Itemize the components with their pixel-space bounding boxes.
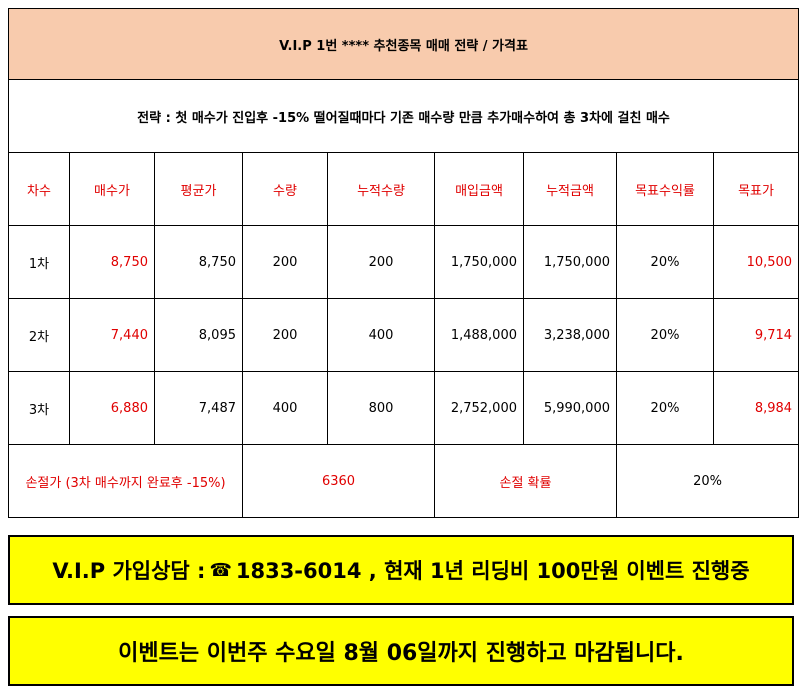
cell-target-rate: 20% bbox=[616, 371, 714, 445]
table-row: 3차 6,880 7,487 400 800 2,752,000 5,990,0… bbox=[8, 371, 800, 445]
stop-loss-row: 손절가 (3차 매수까지 완료후 -15%) 6360 손절 확률 20% bbox=[8, 444, 800, 518]
cell-avg-price: 8,750 bbox=[154, 225, 243, 299]
cell-stage: 3차 bbox=[8, 371, 70, 445]
cell-target-rate: 20% bbox=[616, 298, 714, 372]
header-avg-price: 평균가 bbox=[154, 152, 243, 226]
vip-contact-banner: V.I.P 가입상담 : ☎ 1833-6014 , 현재 1년 리딩비 100… bbox=[8, 535, 794, 605]
phone-icon: ☎ bbox=[209, 559, 232, 581]
cell-buy-price: 7,440 bbox=[69, 298, 155, 372]
cell-qty: 400 bbox=[242, 371, 328, 445]
event-deadline-banner: 이벤트는 이번주 수요일 8월 06일까지 진행하고 마감됩니다. bbox=[8, 616, 794, 686]
strategy-table: V.I.P 1번 **** 추천종목 매매 전략 / 가격표 전략 : 첫 매수… bbox=[7, 8, 800, 518]
stop-loss-value: 6360 bbox=[242, 444, 435, 518]
cell-stage: 1차 bbox=[8, 225, 70, 299]
header-target-price: 목표가 bbox=[712, 152, 800, 226]
cell-qty: 200 bbox=[242, 298, 328, 372]
cell-cum-amount: 3,238,000 bbox=[523, 298, 617, 372]
header-cum-amount: 누적금액 bbox=[523, 152, 617, 226]
cell-amount: 1,750,000 bbox=[434, 225, 524, 299]
page-title: V.I.P 1번 **** 추천종목 매매 전략 / 가격표 bbox=[7, 8, 800, 80]
cell-buy-price: 8,750 bbox=[69, 225, 155, 299]
cell-amount: 1,488,000 bbox=[434, 298, 524, 372]
cell-target-price: 10,500 bbox=[712, 225, 800, 299]
cell-stage: 2차 bbox=[8, 298, 70, 372]
cell-qty: 200 bbox=[242, 225, 328, 299]
cell-target-price: 9,714 bbox=[712, 298, 800, 372]
stop-loss-prob-label: 손절 확률 bbox=[434, 444, 617, 518]
cell-avg-price: 8,095 bbox=[154, 298, 243, 372]
header-amount: 매입금액 bbox=[434, 152, 524, 226]
stop-loss-prob-value: 20% bbox=[615, 444, 800, 518]
cell-cum-amount: 5,990,000 bbox=[523, 371, 617, 445]
header-qty: 수량 bbox=[242, 152, 328, 226]
table-row: 1차 8,750 8,750 200 200 1,750,000 1,750,0… bbox=[8, 225, 800, 299]
header-cum-qty: 누적수량 bbox=[327, 152, 435, 226]
cell-buy-price: 6,880 bbox=[69, 371, 155, 445]
cell-target-rate: 20% bbox=[616, 225, 714, 299]
price-sheet: V.I.P 1번 **** 추천종목 매매 전략 / 가격표 전략 : 첫 매수… bbox=[7, 8, 800, 518]
strategy-text: 전략 : 첫 매수가 진입후 -15% 떨어질때마다 기존 매수량 만큼 추가매… bbox=[7, 79, 800, 153]
cell-cum-qty: 200 bbox=[327, 225, 435, 299]
cell-avg-price: 7,487 bbox=[154, 371, 243, 445]
header-stage: 차수 bbox=[8, 152, 70, 226]
stop-loss-label: 손절가 (3차 매수까지 완료후 -15%) bbox=[8, 444, 243, 518]
header-target-rate: 목표수익률 bbox=[616, 152, 714, 226]
cell-cum-qty: 400 bbox=[327, 298, 435, 372]
table-row: 2차 7,440 8,095 200 400 1,488,000 3,238,0… bbox=[8, 298, 800, 372]
cell-target-price: 8,984 bbox=[712, 371, 800, 445]
cell-cum-qty: 800 bbox=[327, 371, 435, 445]
cell-amount: 2,752,000 bbox=[434, 371, 524, 445]
table-header-row: 차수 매수가 평균가 수량 누적수량 매입금액 누적금액 목표수익률 목표가 bbox=[8, 152, 800, 226]
event-deadline-text: 이벤트는 이번주 수요일 8월 06일까지 진행하고 마감됩니다. bbox=[118, 641, 684, 666]
vip-contact-prefix: V.I.P 가입상담 : bbox=[52, 559, 206, 583]
vip-contact-text: 1833-6014 , 현재 1년 리딩비 100만원 이벤트 진행중 bbox=[235, 559, 750, 583]
cell-cum-amount: 1,750,000 bbox=[523, 225, 617, 299]
header-buy-price: 매수가 bbox=[69, 152, 155, 226]
